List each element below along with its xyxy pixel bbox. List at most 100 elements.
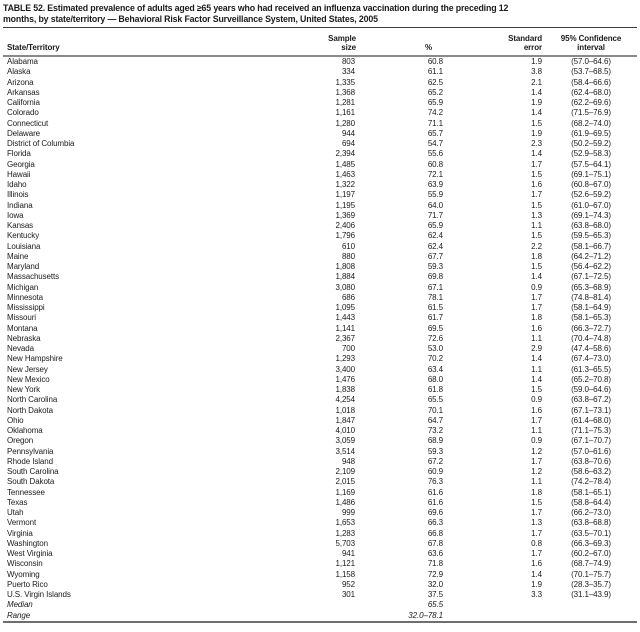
pct-cell: 72.1	[427, 169, 443, 179]
ci-cell: (64.2–71.2)	[571, 251, 611, 261]
sample-cell: 4,254	[335, 395, 355, 405]
se-cell: 1.4	[531, 272, 542, 282]
sample-cell: 941	[341, 549, 355, 558]
ci-cell: (74.8–81.4)	[571, 292, 611, 302]
se-cell: 1.7	[531, 159, 542, 169]
state-cell: Illinois	[7, 190, 29, 200]
state-cell: Ohio	[7, 415, 24, 425]
se-cell: 1.5	[531, 200, 542, 210]
table-row: New Jersey 3,400 63.4 1.1 (61.3–65.5)	[3, 365, 637, 375]
state-cell: North Dakota	[7, 405, 53, 415]
se-cell: 1.7	[531, 528, 542, 538]
sample-cell: 952	[341, 579, 355, 589]
se-cell: 1.6	[531, 559, 542, 569]
sample-cell: 1,847	[335, 415, 355, 425]
ci-cell: (60.8–67.0)	[571, 180, 611, 189]
pct-cell: 61.6	[427, 487, 443, 497]
state-cell: California	[7, 98, 40, 107]
sample-cell: 334	[341, 67, 355, 77]
se-cell: 1.7	[531, 508, 542, 517]
table-row: Michigan 3,080 67.1 0.9 (65.3–68.9)	[3, 283, 637, 293]
state-cell: New Hampshire	[7, 354, 63, 364]
pct-cell: 61.8	[427, 385, 443, 394]
pct-cell: 62.5	[427, 77, 443, 87]
se-cell: 1.1	[531, 477, 542, 487]
pct-cell: 55.6	[427, 149, 443, 159]
state-cell: Delaware	[7, 128, 40, 138]
table-row: Arizona 1,335 62.5 2.1 (58.4–66.6)	[3, 78, 637, 88]
sample-cell: 5,703	[335, 538, 355, 548]
state-cell: Louisiana	[7, 241, 41, 251]
se-cell: 3.8	[531, 67, 542, 77]
pct-cell: 61.6	[427, 497, 443, 507]
table-row: Hawaii 1,463 72.1 1.5 (69.1–75.1)	[3, 170, 637, 180]
ci-cell: (62.2–69.6)	[571, 98, 611, 107]
sample-cell: 3,059	[335, 436, 355, 446]
pct-cell: 69.5	[427, 323, 443, 333]
col-header-confidence-interval: 95% Confidence interval	[545, 28, 637, 57]
table-row: Pennsylvania 3,514 59.3 1.2 (57.0–61.6)	[3, 447, 637, 457]
ci-cell: (61.0–67.0)	[571, 200, 611, 210]
ci-cell: (61.3–65.5)	[571, 364, 611, 374]
table-row: Missouri 1,443 61.7 1.8 (58.1–65.3)	[3, 313, 637, 323]
state-cell: Indiana	[7, 200, 33, 210]
table-row: Puerto Rico 952 32.0 1.9 (28.3–35.7)	[3, 580, 637, 590]
se-cell	[445, 611, 545, 622]
sample-cell: 1,476	[335, 374, 355, 384]
ci-cell: (31.1–43.9)	[571, 590, 611, 599]
state-cell: Connecticut	[7, 118, 49, 128]
sample-cell: 1,485	[335, 159, 355, 169]
se-cell: 1.2	[531, 446, 542, 456]
se-cell: 1.4	[531, 149, 542, 159]
state-cell: New York	[7, 385, 40, 394]
ci-cell: (67.1–73.1)	[571, 405, 611, 415]
ci-cell: (57.0–61.6)	[571, 446, 611, 456]
table-row: Colorado 1,161 74.2 1.4 (71.5–76.9)	[3, 108, 637, 118]
table-row: Texas 1,486 61.6 1.5 (58.8–64.4)	[3, 498, 637, 508]
pct-cell: 67.7	[427, 251, 443, 261]
se-cell: 1.1	[531, 333, 542, 343]
ci-cell: (67.4–73.0)	[571, 354, 611, 364]
prevalence-table: State/Territory Sample size % Standard e…	[3, 28, 637, 623]
pct-cell: 67.8	[427, 538, 443, 548]
table-row: Indiana 1,195 64.0 1.5 (61.0–67.0)	[3, 201, 637, 211]
ci-cell: (66.3–69.3)	[571, 538, 611, 548]
sample-cell: 1,121	[335, 559, 355, 569]
se-cell: 1.1	[531, 364, 542, 374]
ci-cell: (69.1–75.1)	[571, 169, 611, 179]
table-row: Wyoming 1,158 72.9 1.4 (70.1–75.7)	[3, 570, 637, 580]
sample-cell: 880	[341, 251, 355, 261]
sample-cell: 1,161	[335, 108, 355, 118]
ci-cell: (61.4–68.0)	[571, 415, 611, 425]
se-cell: 1.4	[531, 108, 542, 118]
ci-cell: (63.8–68.0)	[571, 221, 611, 230]
se-cell: 1.4	[531, 354, 542, 364]
se-cell: 1.6	[531, 180, 542, 189]
pct-cell: 72.9	[427, 569, 443, 579]
state-cell: Wyoming	[7, 569, 40, 579]
summary-row: Median 65.5	[3, 600, 637, 610]
ci-cell: (52.9–58.3)	[571, 149, 611, 159]
se-cell: 1.4	[531, 569, 542, 579]
table-body: Alabama 803 60.8 1.9 (57.0–64.6) Alaska 334 61.…	[3, 56, 637, 622]
sample-cell: 700	[341, 344, 355, 353]
se-cell: 1.1	[531, 426, 542, 435]
table-row: Florida 2,394 55.6 1.4 (52.9–58.3)	[3, 149, 637, 159]
ci-cell: (58.1–66.7)	[571, 241, 611, 251]
pct-cell: 60.8	[427, 159, 443, 169]
ci-cell	[545, 600, 637, 610]
sample-cell: 1,838	[335, 385, 355, 394]
sample-cell: 301	[341, 590, 355, 599]
table-row: Ohio 1,847 64.7 1.7 (61.4–68.0)	[3, 416, 637, 426]
sample-cell: 1,443	[335, 313, 355, 323]
sample-cell: 686	[341, 292, 355, 302]
table-row: Oregon 3,059 68.9 0.9 (67.1–70.7)	[3, 436, 637, 446]
state-cell: West Virginia	[7, 549, 53, 558]
ci-cell: (68.7–74.9)	[571, 559, 611, 569]
sample-cell: 1,369	[335, 210, 355, 220]
ci-cell: (28.3–35.7)	[571, 579, 611, 589]
pct-cell: 68.0	[427, 374, 443, 384]
ci-cell: (65.3–68.9)	[571, 282, 611, 292]
pct-cell: 69.6	[427, 508, 443, 517]
